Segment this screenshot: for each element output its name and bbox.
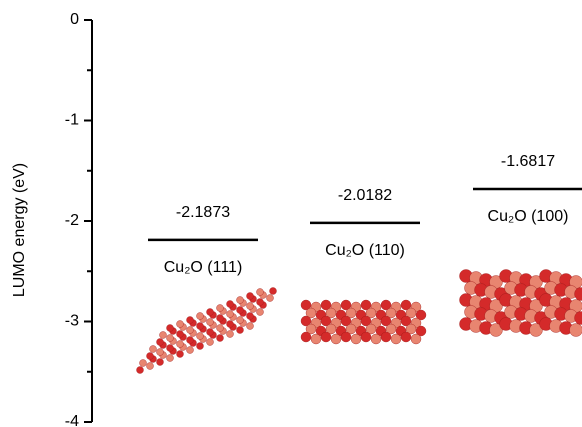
crystal-atom [197,323,204,330]
crystal-atom [157,359,164,366]
crystal-atom [411,334,421,344]
crystal-atom [237,297,244,304]
crystal-atom [351,334,361,344]
crystal-atom [257,299,264,306]
crystal-atom [237,317,244,324]
crystal-atom [247,323,254,330]
crystal-atom [150,346,157,353]
y-tick-label: -1 [65,112,79,129]
category-label: Cu₂O (110) [325,242,405,259]
crystal-atom [147,363,154,370]
crystal-atom [177,321,184,328]
category-label: Cu₂O (111) [164,259,243,276]
crystal-atom [217,315,224,322]
crystal-atom [167,325,174,332]
crystal-atom [157,339,164,346]
crystal-atom [247,313,254,320]
crystal-atom [167,345,174,352]
y-axis-label: LUMO energy (eV) [11,163,28,297]
crystal-atom [227,321,234,328]
value-label: -2.0182 [338,187,392,204]
crystal-atom [197,343,204,350]
crystal-atom [257,289,264,296]
crystal-atom [270,288,277,295]
crystal-atom [237,327,244,334]
crystal-atom [361,332,371,342]
crystal-atom [301,332,311,342]
crystal-atom [217,305,224,312]
crystal-atom [187,347,194,354]
crystal-atom [147,353,154,360]
crystal-atom [187,337,194,344]
crystal-atom [187,317,194,324]
crystal-atom [177,351,184,358]
y-tick-label: -2 [65,212,79,229]
crystal-atom [331,334,341,344]
crystal-atom [167,355,174,362]
chart: LUMO energy (eV) -4 -3 -2 -1 0 -2.1873 Cu₂O (1… [0,0,582,427]
crystal-atom [140,360,147,367]
crystal-atom [247,293,254,300]
crystal-atom [177,341,184,348]
crystal-atom [207,309,214,316]
crystal-atom [237,307,244,314]
crystal-atom [167,335,174,342]
crystal-atom [217,335,224,342]
crystal-atom [137,367,144,374]
crystal-atom [217,325,224,332]
crystal-atom [257,309,264,316]
crystal-atom [381,332,391,342]
crystal-atom [321,332,331,342]
crystal-atom [341,332,351,342]
crystal-atom [391,334,401,344]
crystal-atom [197,333,204,340]
crystal-atom [207,319,214,326]
crystal-atom [177,331,184,338]
value-label: -2.1873 [176,204,230,221]
crystal-atom [227,301,234,308]
crystal-atom [247,303,254,310]
crystal-atom [401,332,411,342]
y-tick-label: -4 [65,413,79,427]
y-tick-label: 0 [70,11,79,28]
crystal-atom [207,339,214,346]
crystal-atom [207,329,214,336]
crystal-atom [157,349,164,356]
crystal-atom [267,295,274,302]
crystal-atom [570,324,582,337]
crystal-atom [227,311,234,318]
y-tick-label: -3 [65,313,79,330]
crystal-atom [197,313,204,320]
crystal-atom [160,332,167,339]
crystal-atom [371,334,381,344]
crystal-atom [311,334,321,344]
crystal-atom [227,331,234,338]
value-label: -1.6817 [501,153,555,170]
crystal-atom [187,327,194,334]
category-label: Cu₂O (100) [488,208,569,225]
